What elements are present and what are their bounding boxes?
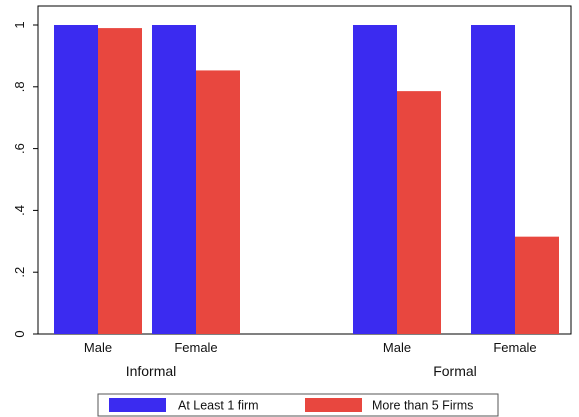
y-tick-label: .4 — [12, 205, 27, 216]
legend-box — [97, 393, 499, 417]
legend: At Least 1 firm More than 5 Firms — [97, 393, 499, 417]
bar-more-than-5-firms-informal-male — [98, 28, 142, 335]
y-tick-label: 1 — [12, 21, 27, 28]
bar-at-least-1-firm-informal-male — [54, 25, 98, 334]
x-axis: Male Female Informal Male Female Formal — [84, 340, 537, 379]
bar-at-least-1-firm-formal-male — [353, 25, 397, 334]
bar-at-least-1-firm-informal-female — [152, 25, 196, 334]
y-tick-label: 0 — [12, 330, 27, 337]
x-tick-label: Male — [84, 340, 112, 355]
bar-more-than-5-firms-informal-female — [196, 70, 240, 334]
bar-more-than-5-firms-formal-female — [515, 236, 559, 334]
y-tick-label: .6 — [12, 143, 27, 154]
group-label-formal: Formal — [433, 363, 477, 379]
legend-label: More than 5 Firms — [372, 399, 473, 413]
bar-more-than-5-firms-formal-male — [397, 91, 441, 334]
y-tick-label: .8 — [12, 81, 27, 92]
legend-swatch-at-least-1-firm — [109, 398, 166, 412]
x-tick-label: Female — [174, 340, 217, 355]
x-tick-label: Male — [383, 340, 411, 355]
x-tick-label: Female — [493, 340, 536, 355]
y-tick-label: .2 — [12, 267, 27, 278]
chart-marks — [54, 25, 559, 335]
legend-swatch-more-than-5-firms — [305, 398, 362, 412]
legend-label: At Least 1 firm — [178, 399, 259, 413]
group-label-informal: Informal — [126, 363, 177, 379]
y-axis: 0 .2 .4 .6 .8 1 — [12, 21, 38, 338]
bar-at-least-1-firm-formal-female — [471, 25, 515, 334]
